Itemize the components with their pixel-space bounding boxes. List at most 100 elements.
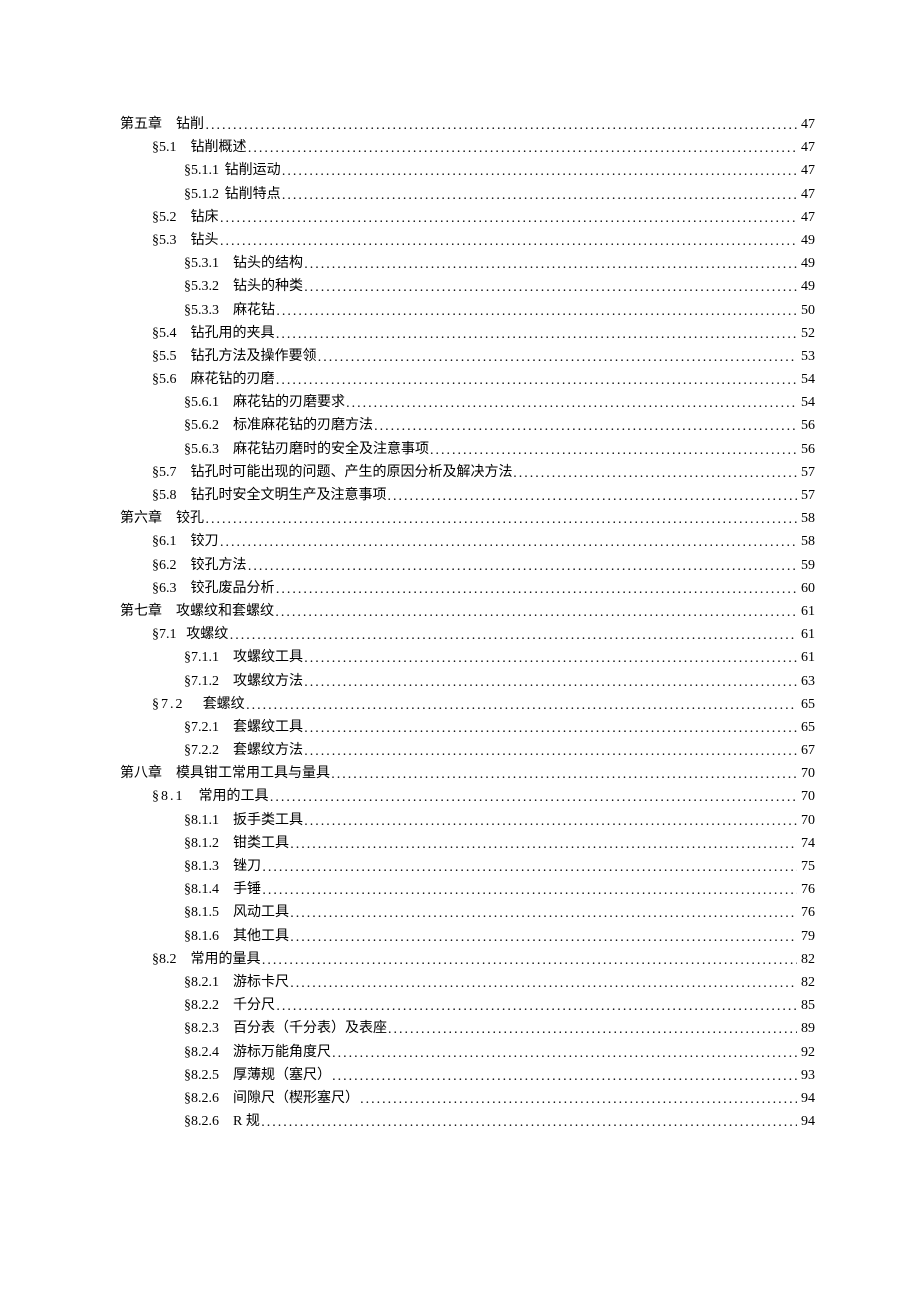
dot-leader	[276, 328, 797, 342]
entry-title: 游标万能角度尺	[233, 1046, 331, 1060]
toc-entry[interactable]: §8.1.3锉刀75	[120, 860, 815, 874]
entry-title: 钻削运动	[225, 164, 281, 178]
toc-entry[interactable]: §5.1.1钻削运动47	[120, 164, 815, 178]
entry-number: §5.6.1	[184, 396, 219, 410]
toc-entry[interactable]: §5.3.3麻花钻50	[120, 304, 815, 318]
entry-title: 千分尺	[233, 999, 275, 1013]
toc-entry[interactable]: §8.2.1游标卡尺82	[120, 976, 815, 990]
dot-leader	[304, 722, 797, 736]
entry-number: §6.3	[152, 582, 177, 596]
dot-leader	[318, 351, 797, 365]
toc-entry[interactable]: §8.1.6其他工具79	[120, 930, 815, 944]
toc-entry[interactable]: §8.2.5厚薄规（塞尺）93	[120, 1069, 815, 1083]
entry-number: §5.8	[152, 489, 177, 503]
toc-entry[interactable]: §5.6麻花钻的刃磨54	[120, 373, 815, 387]
dot-leader	[246, 699, 797, 713]
entry-number: §8.2.1	[184, 976, 219, 990]
toc-entry[interactable]: §7.2套螺纹65	[120, 698, 815, 712]
dot-leader	[275, 606, 797, 620]
toc-entry[interactable]: §5.1.2钻削特点47	[120, 188, 815, 202]
dot-leader	[346, 397, 797, 411]
toc-entry[interactable]: §5.6.3麻花钻刃磨时的安全及注意事项56	[120, 443, 815, 457]
entry-number: §8.2.2	[184, 999, 219, 1013]
entry-number: §8.1	[152, 790, 185, 804]
toc-entry[interactable]: 第六章铰孔58	[120, 512, 815, 526]
entry-title: 手锤	[233, 883, 261, 897]
toc-entry[interactable]: §5.7钻孔时可能出现的问题、产生的原因分析及解决方法57	[120, 466, 815, 480]
entry-number: §5.7	[152, 466, 177, 480]
toc-entry[interactable]: §5.5钻孔方法及操作要领53	[120, 350, 815, 364]
toc-entry[interactable]: §7.1.1攻螺纹工具61	[120, 651, 815, 665]
toc-entry[interactable]: §8.1.2钳类工具74	[120, 837, 815, 851]
entry-title: 套螺纹	[203, 698, 245, 712]
entry-page: 82	[797, 953, 815, 967]
toc-entry[interactable]: §7.1攻螺纹61	[120, 628, 815, 642]
entry-title: 钻头的结构	[233, 257, 303, 271]
toc-entry[interactable]: 第八章模具钳工常用工具与量具70	[120, 767, 815, 781]
entry-page: 47	[797, 188, 815, 202]
entry-page: 94	[797, 1115, 815, 1129]
toc-entry[interactable]: §8.2.2千分尺85	[120, 999, 815, 1013]
dot-leader	[261, 1116, 797, 1130]
dot-leader	[304, 815, 797, 829]
toc-entry[interactable]: §8.1.1扳手类工具70	[120, 814, 815, 828]
entry-page: 49	[797, 280, 815, 294]
toc-entry[interactable]: §7.1.2攻螺纹方法63	[120, 675, 815, 689]
toc-entry[interactable]: §8.1常用的工具70	[120, 790, 815, 804]
toc-entry[interactable]: §5.3钻头49	[120, 234, 815, 248]
dot-leader	[276, 305, 797, 319]
toc-entry[interactable]: §5.1钻削概述47	[120, 141, 815, 155]
toc-entry[interactable]: §8.2常用的量具82	[120, 953, 815, 967]
entry-page: 50	[797, 304, 815, 318]
entry-page: 75	[797, 860, 815, 874]
entry-page: 53	[797, 350, 815, 364]
toc-entry[interactable]: §8.2.6R 规94	[120, 1115, 815, 1129]
toc-entry[interactable]: §6.1铰刀58	[120, 535, 815, 549]
toc-entry[interactable]: §7.2.2套螺纹方法67	[120, 744, 815, 758]
entry-number: §7.2.1	[184, 721, 219, 735]
toc-entry[interactable]: §5.3.2钻头的种类49	[120, 280, 815, 294]
toc-entry[interactable]: §7.2.1套螺纹工具65	[120, 721, 815, 735]
dot-leader	[220, 235, 797, 249]
entry-number: §8.2.4	[184, 1046, 219, 1060]
entry-title: 钳类工具	[233, 837, 289, 851]
entry-page: 54	[797, 396, 815, 410]
entry-title: 标准麻花钻的刃磨方法	[233, 419, 373, 433]
toc-entry[interactable]: 第五章钻削47	[120, 118, 815, 132]
toc-entry[interactable]: §8.1.4手锤76	[120, 883, 815, 897]
dot-leader	[270, 791, 797, 805]
entry-number: §8.2.3	[184, 1022, 219, 1036]
entry-number: §5.1	[152, 141, 177, 155]
entry-number: 第八章	[120, 767, 162, 781]
toc-entry[interactable]: §5.3.1 钻头的结构 49	[120, 257, 815, 271]
dot-leader	[248, 142, 797, 156]
entry-title: 钻孔时可能出现的问题、产生的原因分析及解决方法	[191, 466, 513, 480]
dot-leader	[304, 281, 797, 295]
toc-entry[interactable]: §8.2.3百分表（千分表）及表座89	[120, 1022, 815, 1036]
entry-number: §5.6	[152, 373, 177, 387]
entry-page: 58	[797, 535, 815, 549]
entry-title: 其他工具	[233, 930, 289, 944]
toc-entry[interactable]: 第七章攻螺纹和套螺纹61	[120, 605, 815, 619]
toc-entry[interactable]: §5.6.1麻花钻的刃磨要求54	[120, 396, 815, 410]
entry-page: 67	[797, 744, 815, 758]
toc-entry[interactable]: §5.2钻床47	[120, 211, 815, 225]
toc-entry[interactable]: §5.6.2标准麻花钻的刃磨方法56	[120, 419, 815, 433]
entry-page: 61	[797, 628, 815, 642]
entry-page: 93	[797, 1069, 815, 1083]
toc-entry[interactable]: §8.2.6间隙尺（楔形塞尺）94	[120, 1092, 815, 1106]
toc-entry[interactable]: §8.2.4游标万能角度尺92	[120, 1046, 815, 1060]
toc-entry[interactable]: §5.8钻孔时安全文明生产及注意事项57	[120, 489, 815, 503]
toc-entry[interactable]: §5.4钻孔用的夹具52	[120, 327, 815, 341]
entry-page: 49	[797, 257, 815, 271]
entry-title: 常用的工具	[199, 790, 269, 804]
entry-title: 钻削概述	[191, 141, 247, 155]
entry-title: 攻螺纹方法	[233, 675, 303, 689]
toc-entry[interactable]: §6.3铰孔废品分析60	[120, 582, 815, 596]
toc-entry[interactable]: §8.1.5风动工具76	[120, 906, 815, 920]
entry-number: §5.3.1	[184, 257, 219, 271]
entry-title: 常用的量具	[191, 953, 261, 967]
entry-title: 攻螺纹	[186, 628, 228, 642]
dot-leader	[276, 1000, 797, 1014]
toc-entry[interactable]: §6.2铰孔方法59	[120, 559, 815, 573]
